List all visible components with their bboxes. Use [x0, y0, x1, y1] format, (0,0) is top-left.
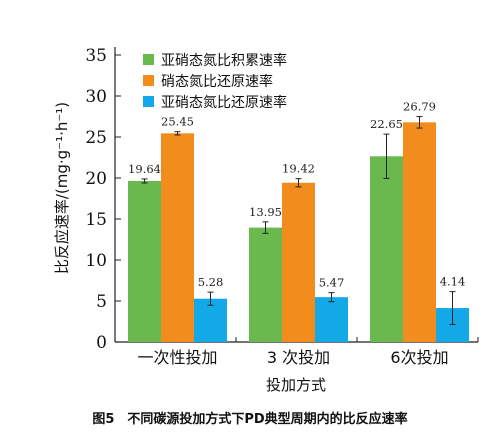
data-label: 5.28 [198, 275, 224, 289]
y-tick-label: 20 [85, 169, 107, 189]
bar [282, 182, 315, 342]
data-label: 25.45 [161, 115, 194, 129]
bar [403, 122, 436, 343]
y-tick-label: 0 [96, 333, 107, 353]
x-category-label: 3 次投加 [267, 348, 330, 367]
legend-label: 亚硝态氮比还原速率 [161, 94, 287, 111]
x-axis-title: 投加方式 [266, 376, 326, 394]
y-tick-label: 35 [85, 46, 107, 66]
bar [161, 133, 194, 342]
x-category-label: 一次性投加 [137, 348, 217, 367]
y-tick-label: 25 [85, 128, 107, 148]
data-label: 13.95 [249, 205, 282, 219]
x-category-label: 6次投加 [390, 348, 448, 367]
bar [315, 297, 348, 342]
legend-swatch [143, 54, 154, 65]
figure-caption: 图5 不同碳源投加方式下PD典型周期内的比反应速率 [92, 411, 407, 427]
data-label: 5.47 [319, 276, 345, 290]
data-label: 19.64 [128, 162, 161, 176]
data-label: 22.65 [370, 117, 403, 131]
data-label: 26.79 [403, 100, 436, 114]
y-tick-label: 10 [85, 251, 107, 271]
y-tick-label: 15 [85, 210, 107, 230]
y-axis-title: 比反应速率/(mg·g⁻¹·h⁻¹) [53, 102, 71, 274]
bar [370, 156, 403, 342]
data-label: 19.42 [282, 162, 315, 176]
y-tick-label: 5 [96, 292, 107, 312]
legend-label: 硝态氮比还原速率 [161, 73, 273, 90]
bar [249, 227, 282, 342]
y-tick-label: 30 [85, 87, 107, 107]
bar [128, 180, 161, 342]
data-label: 4.14 [440, 275, 466, 289]
legend-swatch [143, 96, 154, 107]
plot-area: 0 5 10 15 20 25 30 35 一次性投加 19.64 25.45 5.28 3 次投加 13… [85, 46, 479, 367]
legend-swatch [143, 75, 154, 86]
bar [194, 298, 227, 342]
legend-label: 亚硝态氮比积累速率 [161, 52, 287, 69]
